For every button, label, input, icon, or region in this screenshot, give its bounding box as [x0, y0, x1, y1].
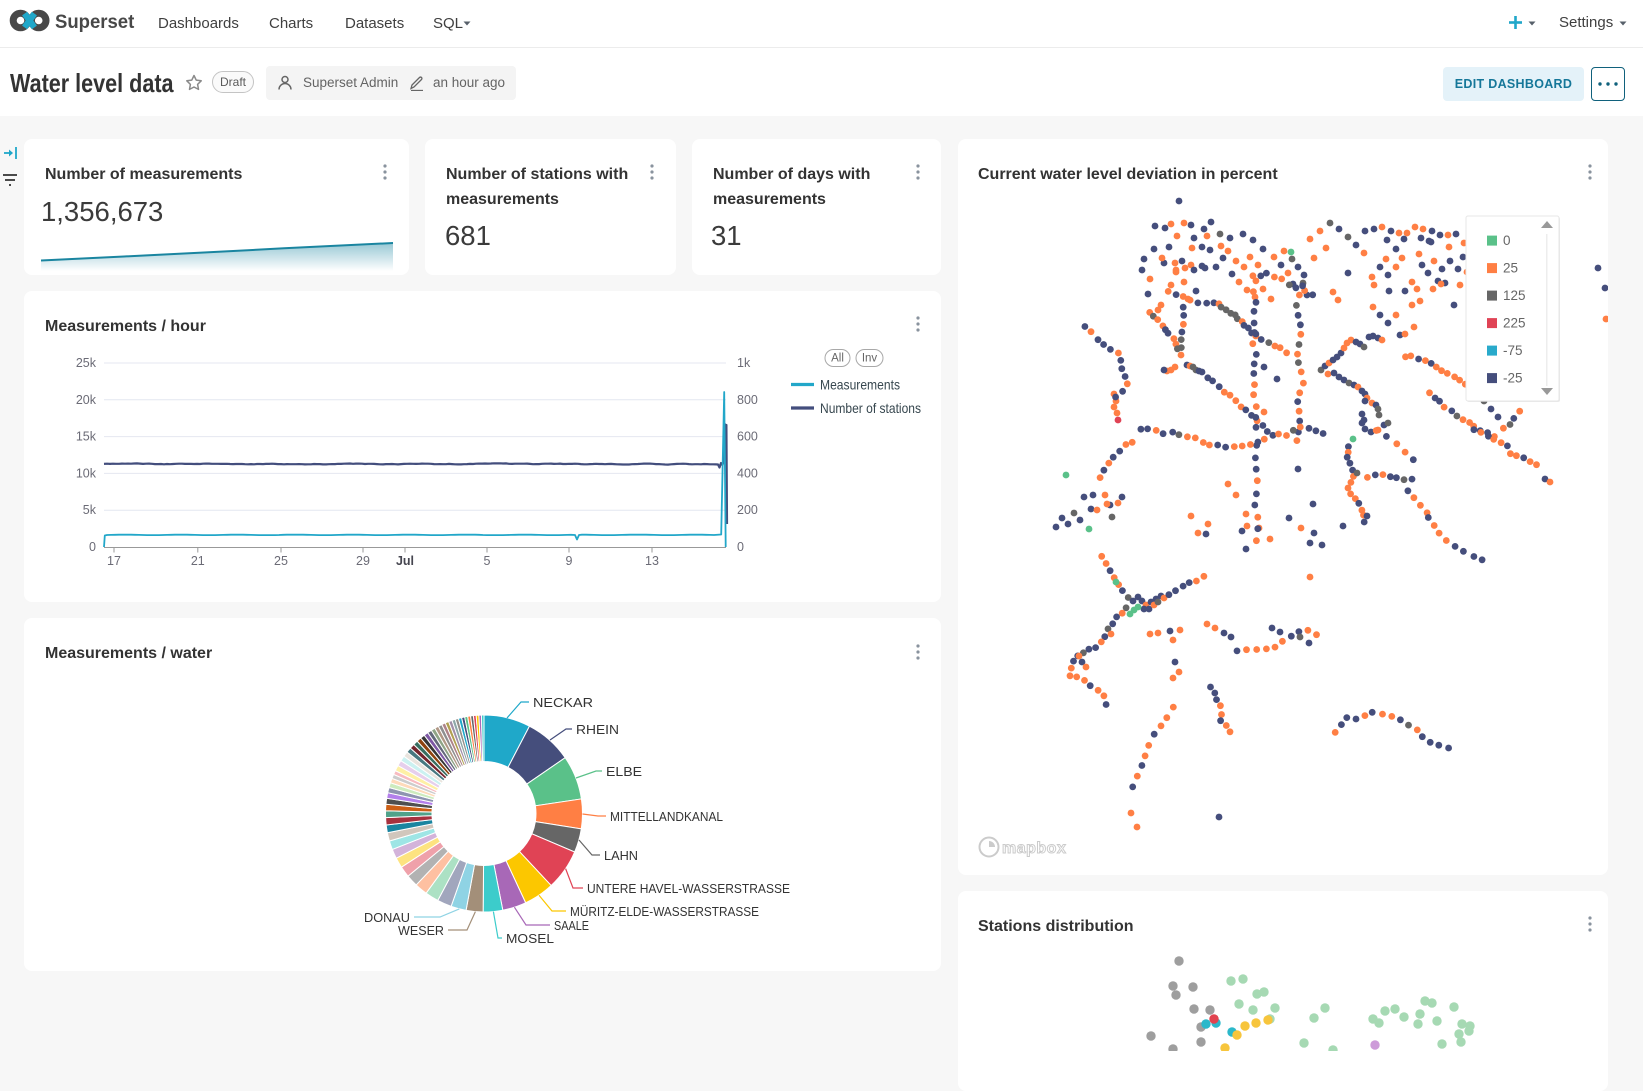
- svg-text:17: 17: [107, 554, 121, 568]
- svg-text:125: 125: [1503, 288, 1526, 303]
- svg-text:29: 29: [356, 554, 370, 568]
- svg-text:10k: 10k: [76, 466, 97, 480]
- svg-text:UNTERE HAVEL-WASSERSTRASSE: UNTERE HAVEL-WASSERSTRASSE: [587, 881, 790, 896]
- svg-text:9: 9: [566, 554, 573, 568]
- svg-text:All: All: [831, 353, 844, 365]
- svg-text:600: 600: [737, 430, 758, 444]
- svg-text:0: 0: [89, 540, 96, 554]
- svg-text:NECKAR: NECKAR: [533, 695, 593, 710]
- svg-text:-75: -75: [1503, 343, 1523, 358]
- svg-text:0: 0: [1503, 233, 1511, 248]
- svg-text:mapbox: mapbox: [1002, 840, 1066, 857]
- svg-text:DONAU: DONAU: [364, 910, 410, 925]
- svg-text:SAALE: SAALE: [554, 918, 589, 933]
- svg-text:200: 200: [737, 503, 758, 517]
- svg-text:ELBE: ELBE: [606, 764, 642, 779]
- svg-text:-25: -25: [1503, 371, 1523, 386]
- svg-text:0: 0: [737, 540, 744, 554]
- svg-text:1k: 1k: [737, 356, 751, 370]
- svg-text:MÜRITZ-ELDE-WASSERSTRASSE: MÜRITZ-ELDE-WASSERSTRASSE: [570, 904, 759, 919]
- svg-text:Jul: Jul: [396, 554, 414, 568]
- svg-text:Number of stations: Number of stations: [820, 400, 921, 416]
- svg-text:800: 800: [737, 393, 758, 407]
- svg-text:5k: 5k: [83, 503, 97, 517]
- svg-text:400: 400: [737, 466, 758, 480]
- svg-text:21: 21: [191, 554, 205, 568]
- svg-text:Inv: Inv: [862, 353, 878, 365]
- svg-text:MOSEL: MOSEL: [506, 931, 554, 946]
- svg-text:20k: 20k: [76, 393, 97, 407]
- svg-text:25k: 25k: [76, 356, 97, 370]
- svg-text:15k: 15k: [76, 430, 97, 444]
- svg-text:RHEIN: RHEIN: [576, 722, 619, 737]
- svg-text:WESER: WESER: [398, 923, 444, 938]
- svg-text:13: 13: [645, 554, 659, 568]
- svg-text:225: 225: [1503, 316, 1526, 331]
- svg-text:5: 5: [484, 554, 491, 568]
- svg-text:25: 25: [274, 554, 288, 568]
- svg-text:Measurements: Measurements: [820, 377, 900, 393]
- svg-text:25: 25: [1503, 261, 1518, 276]
- svg-text:MITTELLANDKANAL: MITTELLANDKANAL: [610, 809, 723, 824]
- svg-text:LAHN: LAHN: [604, 848, 638, 863]
